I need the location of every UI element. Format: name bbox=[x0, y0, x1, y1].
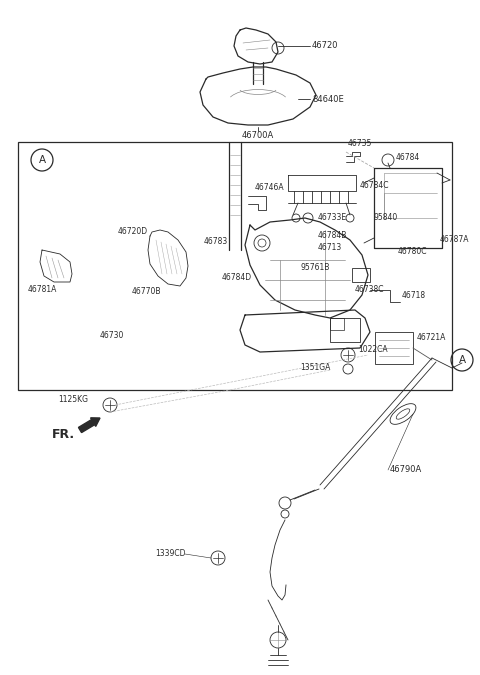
Text: A: A bbox=[38, 155, 46, 165]
Text: 46787A: 46787A bbox=[440, 236, 469, 244]
Text: 46790A: 46790A bbox=[390, 466, 422, 475]
Bar bbox=[18, 142, 452, 390]
Text: 46721A: 46721A bbox=[417, 333, 446, 342]
Text: 46730: 46730 bbox=[100, 331, 124, 340]
Text: 46770B: 46770B bbox=[132, 288, 161, 296]
Text: 46784C: 46784C bbox=[360, 180, 389, 190]
Bar bbox=[330, 318, 360, 342]
Bar bbox=[352, 268, 370, 282]
Text: 84640E: 84640E bbox=[312, 95, 344, 103]
Text: 46720: 46720 bbox=[312, 41, 338, 51]
Text: 46781A: 46781A bbox=[28, 286, 58, 294]
Text: 1351GA: 1351GA bbox=[300, 364, 330, 373]
Text: 46746A: 46746A bbox=[255, 184, 285, 192]
Text: 95840: 95840 bbox=[374, 213, 398, 223]
Bar bbox=[330, 318, 344, 330]
Text: 1339CD: 1339CD bbox=[155, 549, 185, 558]
Text: 1022CA: 1022CA bbox=[358, 346, 388, 354]
Text: FR.: FR. bbox=[52, 427, 75, 441]
Bar bbox=[375, 332, 413, 364]
Text: 46733E: 46733E bbox=[318, 213, 347, 223]
Text: 95761B: 95761B bbox=[300, 263, 330, 273]
FancyArrow shape bbox=[78, 418, 100, 433]
Text: 46713: 46713 bbox=[318, 244, 342, 252]
Text: 46784B: 46784B bbox=[318, 232, 348, 240]
Text: 46700A: 46700A bbox=[242, 130, 274, 140]
Text: 46783: 46783 bbox=[204, 238, 228, 246]
Text: 46735: 46735 bbox=[348, 140, 372, 148]
Text: 46720D: 46720D bbox=[118, 227, 148, 236]
Text: 46784: 46784 bbox=[396, 153, 420, 163]
Text: 1125KG: 1125KG bbox=[58, 396, 88, 404]
Text: 46784D: 46784D bbox=[222, 273, 252, 283]
Text: 46780C: 46780C bbox=[398, 248, 428, 256]
Text: 46718: 46718 bbox=[402, 290, 426, 300]
Text: A: A bbox=[458, 355, 466, 365]
Text: 46738C: 46738C bbox=[355, 286, 384, 294]
